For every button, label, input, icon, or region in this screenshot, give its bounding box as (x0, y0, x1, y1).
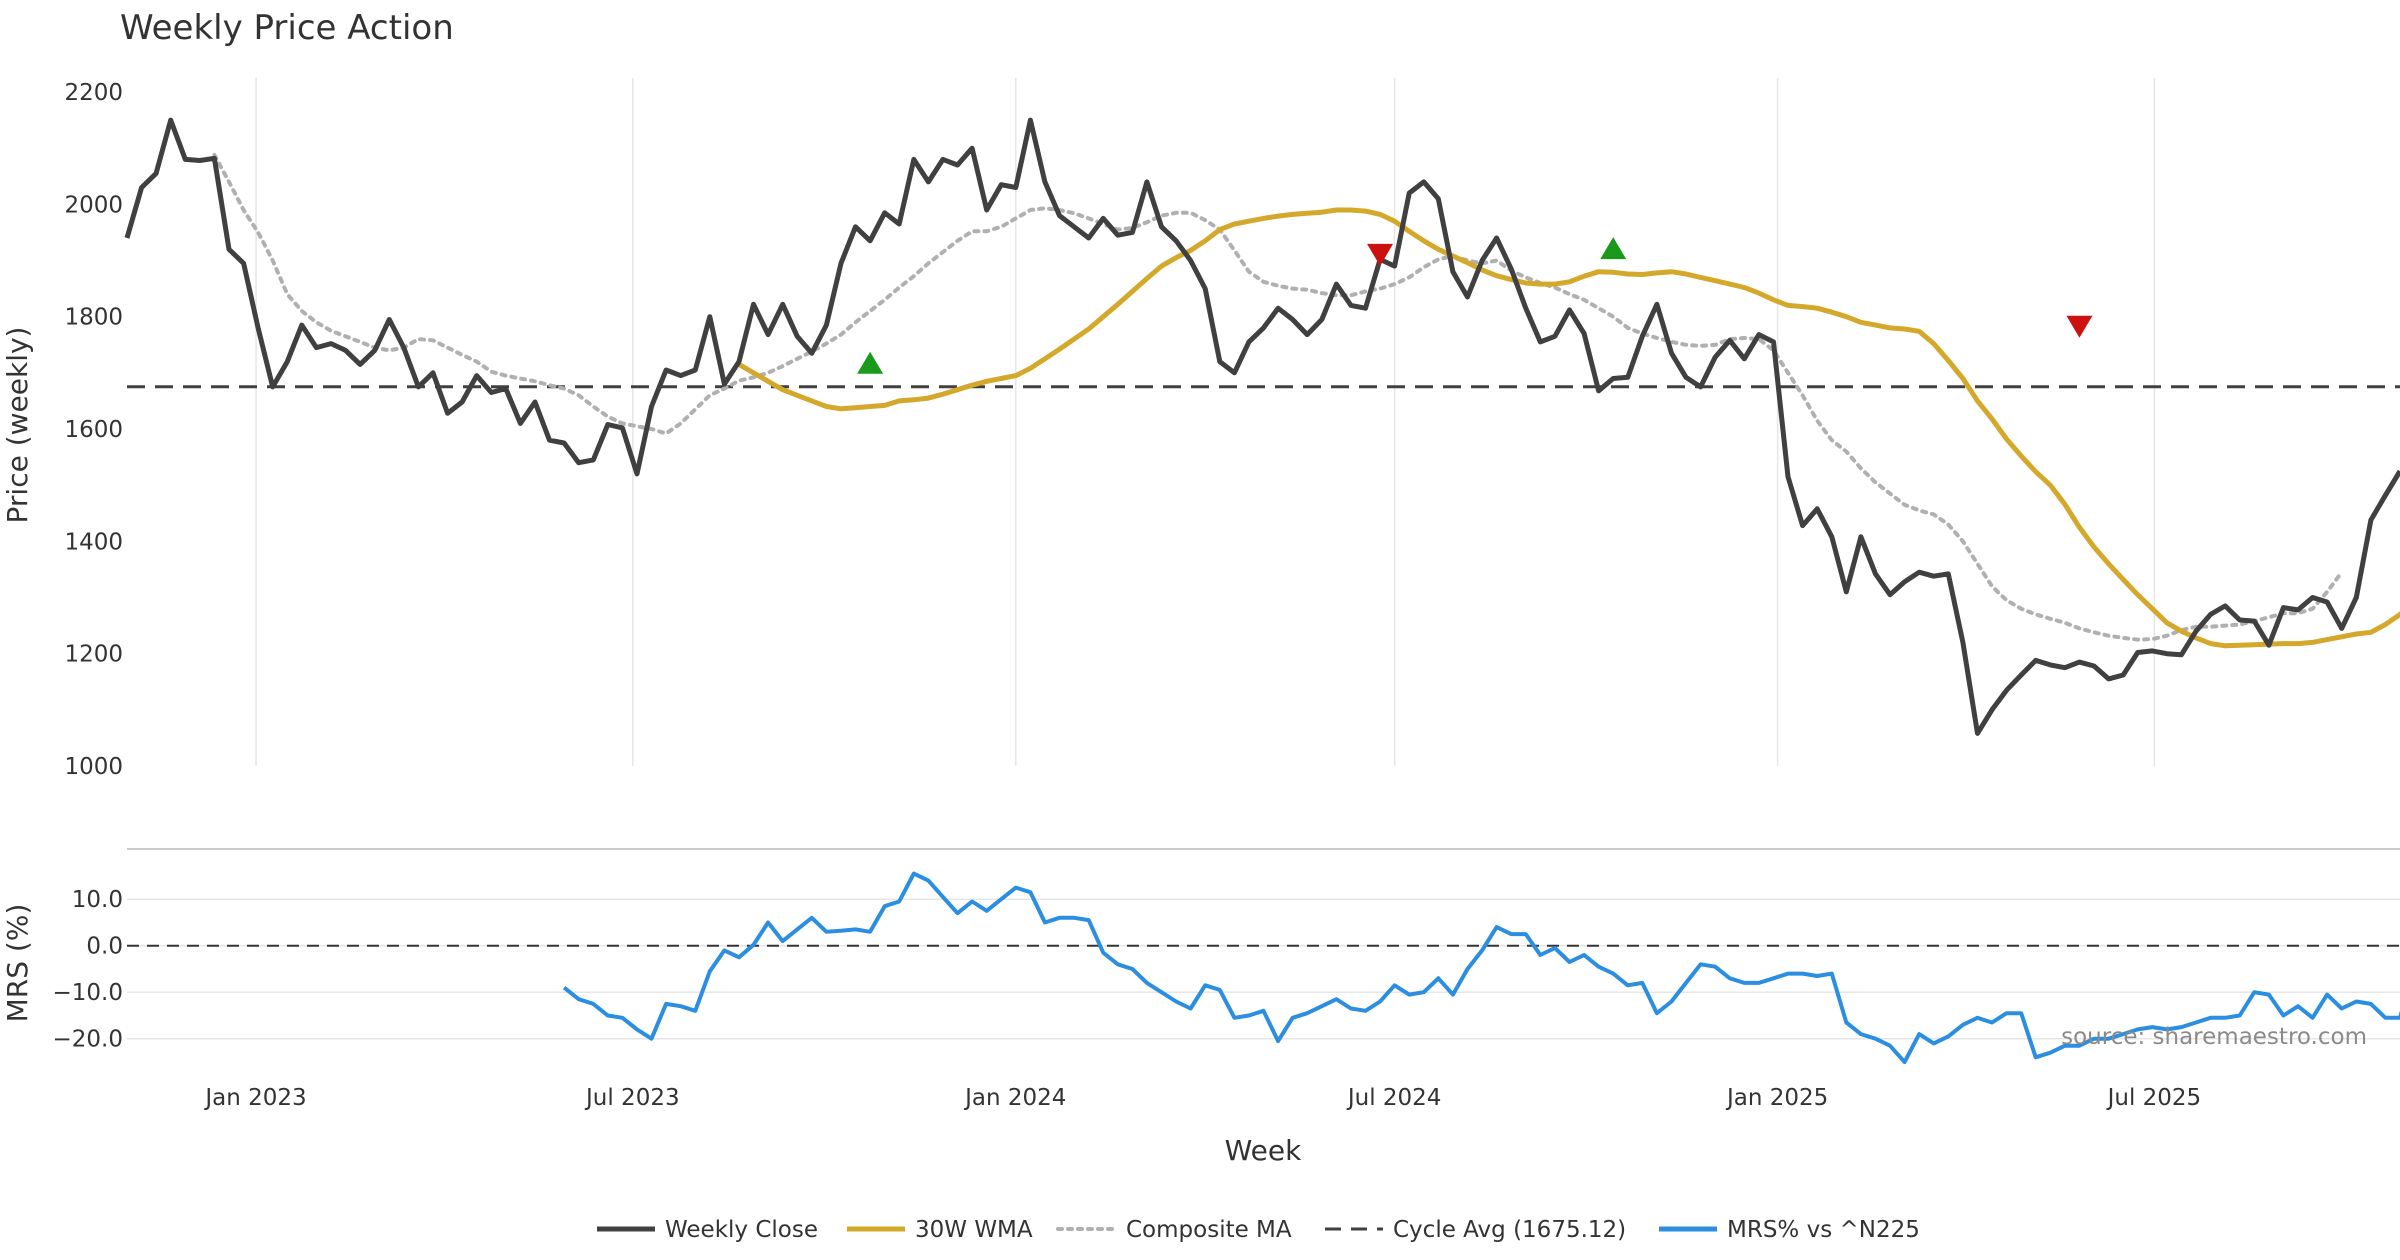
mrs-y-ticks: 10.0 0.0 −10.0 −20.0 (53, 887, 123, 1053)
chart-title: Weekly Price Action (120, 8, 454, 48)
price-y-tick-label: 1200 (64, 642, 123, 668)
legend-label: Weekly Close (665, 1217, 818, 1243)
buy-signal-marker (1600, 237, 1627, 260)
legend-label: 30W WMA (915, 1217, 1033, 1243)
price-y-tick-label: 1600 (64, 417, 123, 443)
buy-signal-marker (857, 351, 884, 374)
price-y-axis-title: Price (weekly) (1, 327, 34, 524)
mrs-y-axis-title: MRS (%) (1, 904, 34, 1023)
composite-ma-line (212, 152, 2344, 642)
weekly-close-line (124, 117, 2400, 736)
price-y-ticks: 1000 1200 1400 1600 1800 2000 2200 (64, 80, 123, 780)
source-note: source: sharemaestro.com (2061, 1024, 2367, 1050)
x-tick-label: Jan 2023 (203, 1085, 306, 1111)
legend-label: Composite MA (1126, 1217, 1292, 1243)
mrs-y-tick-label: 0.0 (86, 934, 123, 960)
x-tick-label: Jul 2025 (2106, 1085, 2202, 1111)
sell-signal-marker (1367, 243, 1394, 266)
legend: Weekly Close 30W WMA Composite MA Cycle Avg… (597, 1217, 1920, 1243)
mrs-horizontal-gridlines (127, 898, 2400, 1040)
price-y-tick-label: 1400 (64, 529, 123, 555)
x-tick-label: Jul 2023 (584, 1085, 680, 1111)
x-tick-label: Jan 2024 (963, 1085, 1066, 1111)
price-y-tick-label: 1800 (64, 305, 123, 331)
price-y-tick-label: 2200 (64, 80, 123, 106)
mrs-y-tick-label: 10.0 (72, 887, 123, 913)
mrs-line (562, 871, 2400, 1064)
signal-markers (857, 237, 2093, 374)
mrs-y-tick-label: −10.0 (53, 980, 123, 1006)
price-y-tick-label: 2000 (64, 192, 123, 218)
mrs-y-tick-label: −20.0 (53, 1027, 123, 1053)
legend-label: MRS% vs ^N225 (1727, 1217, 1920, 1243)
legend-label: Cycle Avg (1675.12) (1393, 1217, 1626, 1243)
x-axis-title: Week (1225, 1134, 1302, 1167)
sell-signal-marker (2066, 315, 2093, 338)
wma-30w-line (737, 207, 2400, 649)
vertical-gridlines (255, 78, 2156, 766)
price-y-tick-label: 1000 (64, 754, 123, 780)
x-tick-label: Jul 2024 (1346, 1085, 1442, 1111)
x-tick-label: Jan 2025 (1725, 1085, 1828, 1111)
x-ticks: Jan 2023 Jul 2023 Jan 2024 Jul 2024 Jan 2025… (203, 1085, 2201, 1111)
